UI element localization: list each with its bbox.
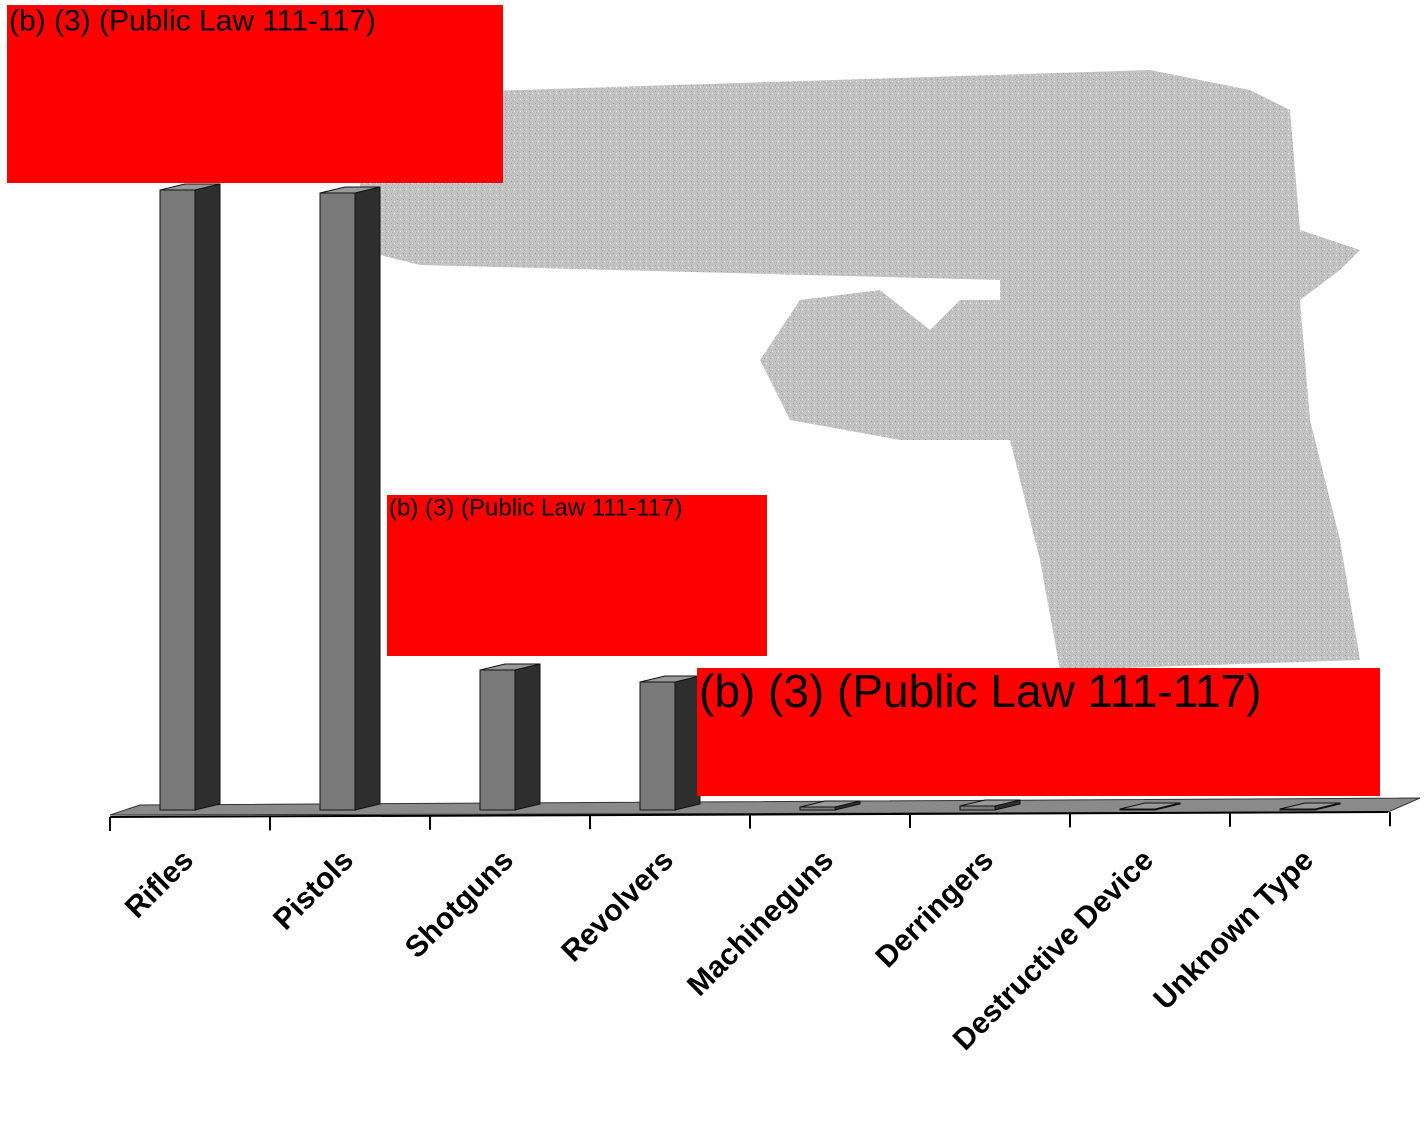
bar-side xyxy=(354,186,381,811)
x-tick-label: Unknown Type xyxy=(1147,844,1320,1017)
bar xyxy=(799,806,836,811)
bar xyxy=(639,681,676,811)
bar-side xyxy=(194,183,221,811)
bar xyxy=(959,805,996,811)
x-tick-label: Machineguns xyxy=(681,844,840,1003)
x-tick-label: Rifles xyxy=(119,844,200,925)
x-tick-label: Pistols xyxy=(267,844,360,937)
bar-side xyxy=(674,675,701,811)
bar xyxy=(1279,808,1316,811)
x-axis xyxy=(109,811,1389,818)
x-tick-label: Derringers xyxy=(869,844,1000,975)
bar-side xyxy=(514,663,541,811)
bar xyxy=(1119,808,1156,811)
x-tick-label: Revolvers xyxy=(555,844,680,969)
bar xyxy=(479,669,516,811)
bar xyxy=(159,189,196,811)
redaction-label: (b) (3) (Public Law 111-117) xyxy=(9,5,376,38)
bar xyxy=(319,192,356,811)
x-tick-label: Shotguns xyxy=(399,844,520,965)
redaction-box xyxy=(7,5,503,183)
redaction-box xyxy=(387,495,767,656)
redaction-label: (b) (3) (Public Law 111-117) xyxy=(699,665,1261,717)
redaction-box xyxy=(697,668,1380,796)
gun-silhouette xyxy=(360,70,1360,670)
redaction-label: (b) (3) (Public Law 111-117) xyxy=(389,494,682,521)
